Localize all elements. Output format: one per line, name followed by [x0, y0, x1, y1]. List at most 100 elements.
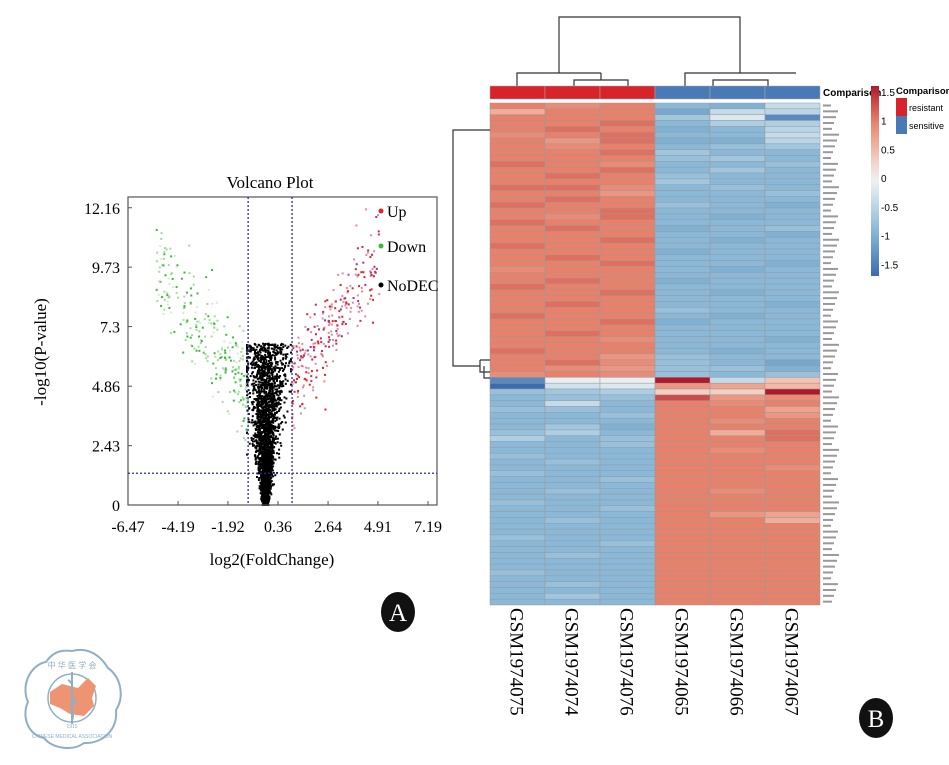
heatmap-cell [544, 598, 601, 606]
nodec-point [257, 397, 260, 400]
down-point [241, 358, 244, 361]
row-label-mark [823, 180, 832, 183]
nodec-point [260, 404, 263, 407]
nodec-point [289, 383, 292, 386]
nodec-point [266, 402, 269, 405]
heatmap-cell [654, 213, 711, 220]
down-point [207, 315, 210, 318]
nodec-point [279, 390, 282, 393]
nodec-point [267, 464, 270, 467]
up-point [335, 330, 338, 333]
heatmap-cell [709, 388, 766, 396]
down-point [241, 355, 244, 358]
nodec-point [272, 370, 275, 373]
heatmap-cell [599, 126, 656, 133]
nodec-point [259, 465, 262, 468]
heatmap-cell [654, 301, 711, 308]
down-point [182, 351, 185, 354]
nodec-point [256, 436, 259, 439]
nodec-point [249, 375, 252, 378]
heatmap-cell [599, 143, 656, 150]
down-point [157, 293, 160, 296]
nodec-point [271, 392, 274, 395]
legend-label-down: Down [387, 239, 426, 256]
nodec-point [275, 452, 278, 455]
heatmap-cell [709, 441, 766, 448]
nodec-point [260, 390, 263, 393]
up-point [327, 340, 330, 343]
nodec-point [259, 429, 262, 432]
down-point [245, 374, 248, 377]
up-point [295, 381, 298, 384]
nodec-point [270, 430, 273, 433]
nodec-point [279, 348, 282, 351]
down-point [217, 359, 220, 362]
heatmap-cell [544, 359, 601, 366]
colorbar-bar [871, 86, 879, 276]
up-point [337, 273, 340, 276]
heatmap-cell [764, 184, 821, 191]
nodec-point [271, 438, 274, 441]
nodec-point [262, 402, 265, 405]
heatmap-cell [599, 108, 656, 115]
row-label-mark [823, 507, 837, 510]
down-point [195, 328, 198, 331]
heatmap-cell [764, 429, 821, 436]
row-label-mark [823, 425, 838, 428]
up-point [358, 285, 361, 288]
nodec-point [246, 383, 249, 386]
heatmap-cell [764, 470, 821, 477]
nodec-point [257, 426, 260, 429]
up-point [320, 352, 323, 355]
nodec-point [263, 430, 266, 433]
up-point [339, 298, 342, 301]
nodec-point [265, 349, 268, 352]
heatmap-cell [544, 277, 601, 285]
heatmap-cell [489, 400, 546, 407]
heatmap-cell [489, 505, 546, 512]
heatmap-cell [489, 482, 546, 489]
up-point [307, 367, 310, 370]
nodec-point [260, 388, 263, 391]
nodec-point [262, 383, 265, 386]
row-label-mark [823, 291, 839, 294]
heatmap-cell [654, 382, 711, 390]
heatmap-cell [544, 312, 601, 320]
nodec-point [266, 342, 269, 345]
nodec-point [263, 388, 266, 391]
nodec-point [274, 458, 277, 461]
down-point [182, 312, 185, 315]
nodec-point [255, 373, 258, 376]
heatmap-cell [654, 295, 711, 302]
heatmap-cell [764, 237, 821, 244]
row-label-mark [823, 518, 833, 521]
nodec-point [257, 468, 260, 471]
nodec-point [280, 342, 283, 345]
nodec-point [288, 360, 291, 363]
nodec-point [280, 361, 283, 364]
down-point [240, 399, 243, 402]
heatmap-cell [654, 523, 711, 530]
nodec-point [254, 434, 257, 437]
nodec-point [260, 500, 263, 503]
heatmap-cell [654, 277, 711, 285]
nodec-point [284, 375, 287, 378]
up-point [309, 355, 312, 358]
row-label-mark [823, 326, 836, 329]
heatmap-cell [764, 102, 821, 110]
nodec-point [267, 436, 270, 439]
down-point [219, 379, 222, 382]
nodec-point [265, 430, 268, 433]
heatmap-cell [764, 400, 821, 407]
up-point [350, 307, 353, 310]
down-point [215, 377, 218, 380]
up-point [328, 336, 331, 339]
down-point [246, 423, 249, 426]
down-point [206, 360, 209, 363]
nodec-point [264, 462, 267, 465]
heatmap-cell [489, 429, 546, 436]
nodec-point [259, 420, 262, 423]
heatmap-cell [709, 307, 766, 314]
heatmap-cell [654, 441, 711, 448]
nodec-point [261, 486, 264, 489]
